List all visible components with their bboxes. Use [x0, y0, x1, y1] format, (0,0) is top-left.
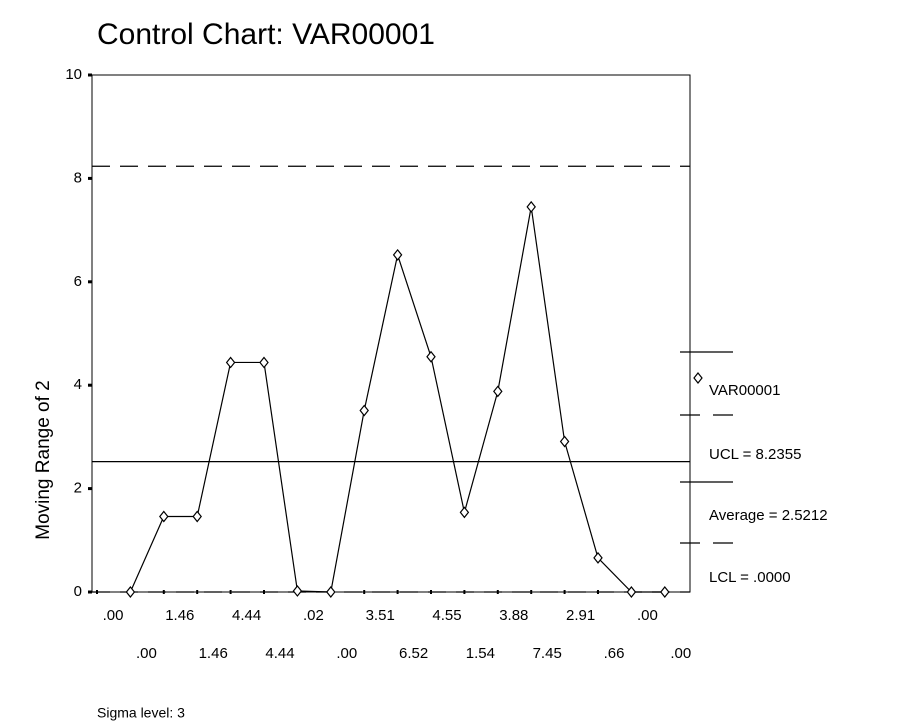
- x-tick-label: 1.54: [466, 645, 495, 662]
- x-tick-label: 3.88: [499, 607, 528, 624]
- y-tick-label: 6: [74, 273, 82, 290]
- y-tick-label: 0: [74, 583, 82, 600]
- point-marker: [593, 551, 603, 564]
- legend-marker: [693, 372, 703, 384]
- point-marker: [192, 510, 202, 523]
- series-line: [129, 206, 665, 593]
- y-tick-label: 4: [74, 376, 82, 393]
- point-marker: [392, 248, 403, 261]
- x-tick-label: 6.52: [399, 645, 428, 662]
- x-tick-label: .66: [604, 645, 625, 662]
- point-marker: [125, 586, 136, 598]
- legend-label: LCL = .0000: [709, 569, 791, 586]
- point-marker: [459, 506, 470, 519]
- legend-label: Average = 2.5212: [709, 507, 828, 524]
- x-tick-label: .00: [136, 645, 157, 662]
- x-tick-label: 4.55: [432, 607, 461, 624]
- point-marker: [493, 385, 503, 398]
- x-tick-label: .02: [303, 607, 324, 624]
- x-tick-label: 2.91: [566, 607, 595, 624]
- point-marker: [225, 356, 236, 369]
- x-tick-label: 1.46: [165, 607, 194, 624]
- x-tick-label: 3.51: [366, 607, 395, 624]
- legend-label: UCL = 8.2355: [709, 446, 801, 463]
- point-marker: [259, 356, 269, 369]
- y-axis-label: Moving Range of 2: [33, 380, 54, 540]
- x-tick-label: .00: [103, 607, 124, 624]
- y-tick-label: 8: [74, 169, 82, 186]
- point-marker: [359, 404, 369, 417]
- y-tick-label: 2: [74, 480, 82, 497]
- x-tick-label: .00: [637, 607, 658, 624]
- footnote: Sigma level: 3: [97, 705, 185, 721]
- x-tick-label: .00: [670, 645, 691, 662]
- x-tick-label: 7.45: [533, 645, 562, 662]
- point-marker: [292, 585, 303, 597]
- x-tick-label: .00: [336, 645, 357, 662]
- point-marker: [559, 435, 570, 448]
- point-marker: [526, 200, 536, 213]
- point-marker: [426, 350, 436, 363]
- x-tick-label: 4.44: [265, 645, 294, 662]
- point-marker: [660, 586, 670, 598]
- x-tick-label: 1.46: [199, 645, 228, 662]
- point-marker: [626, 586, 637, 598]
- legend-label: VAR00001: [709, 382, 780, 399]
- chart-title: Control Chart: VAR00001: [97, 18, 435, 51]
- point-marker: [326, 586, 336, 598]
- y-tick-label: 10: [65, 66, 82, 83]
- plot-frame: [91, 74, 691, 593]
- x-tick-label: 4.44: [232, 607, 261, 624]
- point-marker: [159, 510, 169, 523]
